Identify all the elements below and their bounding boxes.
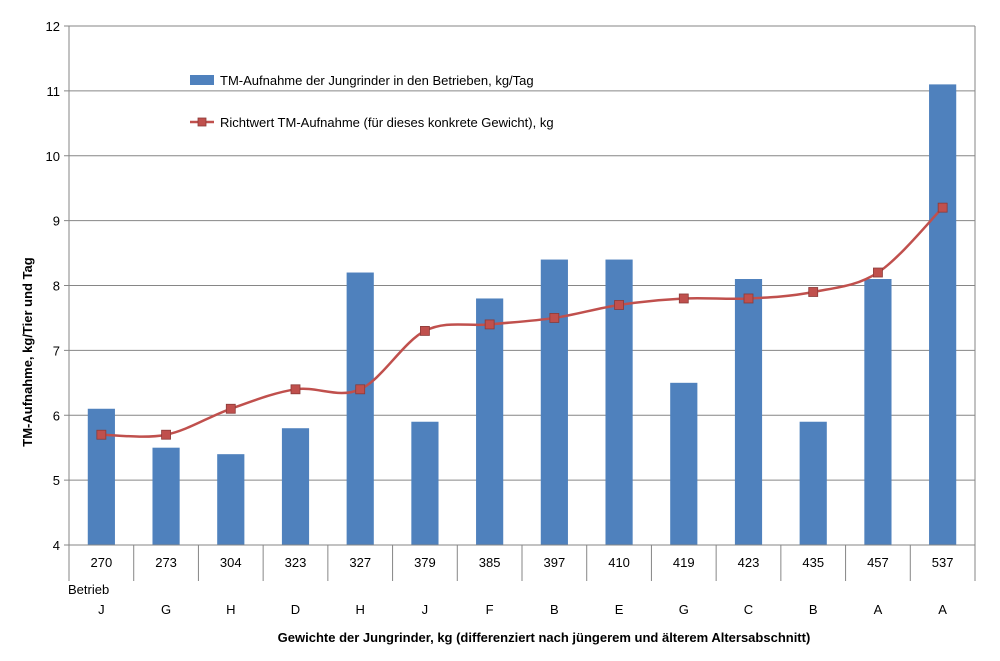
bar [734, 279, 763, 545]
x-group-label: B [550, 602, 559, 617]
axes [64, 25, 976, 581]
x-group-label: D [291, 602, 300, 617]
bar [346, 272, 374, 545]
line-marker [873, 267, 883, 278]
x-group-label: F [486, 602, 494, 617]
bar [864, 279, 892, 545]
y-tick-label: 4 [53, 538, 60, 553]
line-marker [614, 300, 624, 310]
line-marker [937, 202, 948, 213]
bar [152, 447, 180, 545]
y-tick-labels: 4 5 6 7 8 9 10 11 12 [46, 19, 60, 553]
bar [476, 298, 504, 545]
x-tick-label: 397 [544, 555, 566, 570]
y-tick-label: 10 [46, 149, 60, 164]
group-row-label: Betrieb [68, 582, 109, 597]
line-marker [484, 319, 495, 330]
legend: TM-Aufnahme der Jungrinder in den Betrie… [190, 73, 554, 130]
y-axis-title: TM-Aufnahme, kg/Tier und Tag [20, 257, 35, 447]
bar [799, 421, 827, 545]
x-tick-label: 410 [608, 555, 630, 570]
y-tick-label: 8 [53, 279, 60, 294]
x-tick-label: 537 [932, 555, 954, 570]
legend-bar-label: TM-Aufnahme der Jungrinder in den Betrie… [220, 73, 534, 88]
legend-line-marker [197, 117, 207, 127]
x-group-label: H [356, 602, 365, 617]
reference-line [101, 206, 944, 438]
x-group-label: J [98, 602, 105, 617]
bar [929, 84, 957, 545]
x-group-label: G [679, 602, 689, 617]
legend-line-label: Richtwert TM-Aufnahme (für dieses konkre… [220, 115, 554, 130]
x-group-label: H [226, 602, 235, 617]
bar [670, 382, 698, 545]
y-tick-label: 9 [53, 214, 60, 229]
bar [540, 259, 568, 545]
x-tick-label: 323 [285, 555, 307, 570]
x-tick-label: 270 [91, 555, 113, 570]
grid [69, 25, 975, 546]
bar [411, 421, 439, 545]
x-tick-label: 304 [220, 555, 242, 570]
line-marker [96, 429, 107, 440]
x-group-label: C [744, 602, 753, 617]
line-marker [808, 287, 819, 297]
x-group-label: E [615, 602, 624, 617]
line-marker [225, 403, 236, 414]
x-group-label: A [938, 602, 947, 617]
x-tick-label: 327 [349, 555, 371, 570]
x-group-label: B [809, 602, 818, 617]
x-tick-label: 423 [738, 555, 760, 570]
x-tick-label: 273 [155, 555, 177, 570]
x-group-label: A [874, 602, 883, 617]
y-tick-label: 12 [46, 19, 60, 34]
x-tick-labels: 270 273 304 323 327 379 385 397 410 419 423 435 457 5… [91, 555, 954, 617]
bar [281, 428, 310, 545]
x-tick-label: 457 [867, 555, 889, 570]
y-tick-label: 7 [53, 343, 60, 358]
line-marker [743, 293, 754, 304]
y-tick-label: 5 [53, 473, 60, 488]
y-tick-label: 6 [53, 408, 60, 423]
legend-bar-swatch [190, 75, 214, 85]
bar [87, 408, 115, 545]
line-marker [420, 326, 430, 336]
line-marker [161, 429, 171, 440]
line-marker [678, 293, 689, 304]
x-axis-title: Gewichte der Jungrinder, kg (differenzie… [278, 630, 811, 645]
line-marker [355, 384, 366, 395]
x-tick-label: 385 [479, 555, 501, 570]
x-tick-label: 419 [673, 555, 695, 570]
bar [217, 454, 245, 545]
x-tick-label: 379 [414, 555, 436, 570]
y-tick-label: 11 [47, 84, 61, 99]
x-group-label: J [422, 602, 429, 617]
line-series [96, 202, 948, 440]
bar-series [87, 84, 957, 545]
x-tick-label: 435 [802, 555, 824, 570]
x-group-label: G [161, 602, 171, 617]
line-marker [549, 313, 560, 323]
line-marker [290, 384, 301, 395]
